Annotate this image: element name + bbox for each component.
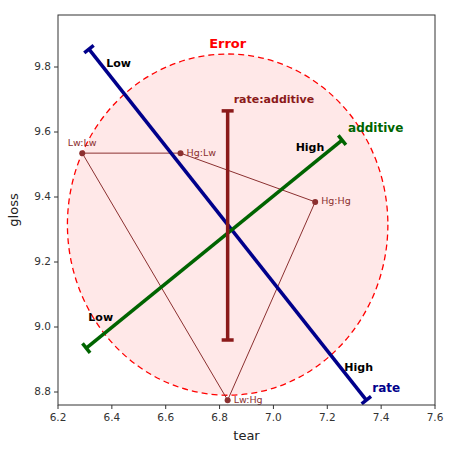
vector-end-tick xyxy=(222,109,234,113)
y-tick xyxy=(54,327,58,328)
vector-label: rate:additive xyxy=(234,93,315,106)
y-tick xyxy=(54,132,58,133)
mean-point xyxy=(312,199,318,205)
chart: Error rate Low High additive Low High rate:addi… xyxy=(0,0,450,450)
x-tick-label: 7.0 xyxy=(265,411,282,423)
vector-end-tick xyxy=(338,135,346,144)
x-tick-label: 6.6 xyxy=(157,411,174,423)
x-tick-label: 6.4 xyxy=(104,411,121,423)
y-tick-label: 9.4 xyxy=(34,190,51,202)
vector xyxy=(86,140,342,348)
point-label: Hg:Lw xyxy=(187,147,217,158)
y-tick-label: 9.8 xyxy=(34,60,51,72)
y-tick xyxy=(54,67,58,68)
vector-end-tick xyxy=(222,338,234,342)
x-tick xyxy=(435,405,436,409)
mean-point xyxy=(79,150,85,156)
y-tick xyxy=(54,392,58,393)
level-label: Low xyxy=(106,57,131,70)
y-tick-label: 9.0 xyxy=(34,320,51,332)
plot-background xyxy=(58,15,435,405)
vector-end-tick xyxy=(84,45,93,52)
vector-end-tick xyxy=(82,343,90,352)
x-tick-label: 7.4 xyxy=(373,411,390,423)
plot-area xyxy=(67,45,387,403)
y-tick xyxy=(54,197,58,198)
point-label: Lw:Hg xyxy=(234,394,263,405)
x-tick-label: 7.2 xyxy=(319,411,336,423)
x-axis-label: tear xyxy=(233,428,260,443)
mean-point xyxy=(178,150,184,156)
y-tick-label: 9.2 xyxy=(34,255,51,267)
ellipse-label: Error xyxy=(209,36,247,51)
y-tick-label: 9.6 xyxy=(34,125,51,137)
mean-point xyxy=(225,397,231,403)
y-tick xyxy=(54,262,58,263)
vector xyxy=(226,111,230,340)
vector-label: additive xyxy=(348,121,403,135)
error-ellipse xyxy=(67,54,387,395)
vector-end-tick xyxy=(362,396,371,403)
x-tick xyxy=(111,405,112,409)
x-tick xyxy=(381,405,382,409)
x-tick xyxy=(273,405,274,409)
labels: Error rate Low High additive Low High rate:addi… xyxy=(68,36,403,405)
means-line xyxy=(82,153,227,400)
means-line xyxy=(82,153,180,154)
y-axis-label: gloss xyxy=(6,193,21,227)
x-tick-label: 6.8 xyxy=(211,411,228,423)
plot-frame xyxy=(58,15,435,405)
vector xyxy=(89,49,366,400)
means-line xyxy=(228,202,316,400)
x-tick xyxy=(165,405,166,409)
point-label: Lw:Lw xyxy=(68,137,97,148)
vector-label: rate xyxy=(372,381,400,395)
point-label: Hg:Hg xyxy=(321,195,351,206)
x-tick-label: 7.6 xyxy=(427,411,444,423)
y-tick-label: 8.8 xyxy=(34,385,51,397)
x-tick xyxy=(219,405,220,409)
x-tick-label: 6.2 xyxy=(50,411,67,423)
x-tick xyxy=(327,405,328,409)
level-label: High xyxy=(296,141,325,154)
x-tick xyxy=(58,405,59,409)
level-label: Low xyxy=(88,311,113,324)
level-label: High xyxy=(344,361,373,374)
